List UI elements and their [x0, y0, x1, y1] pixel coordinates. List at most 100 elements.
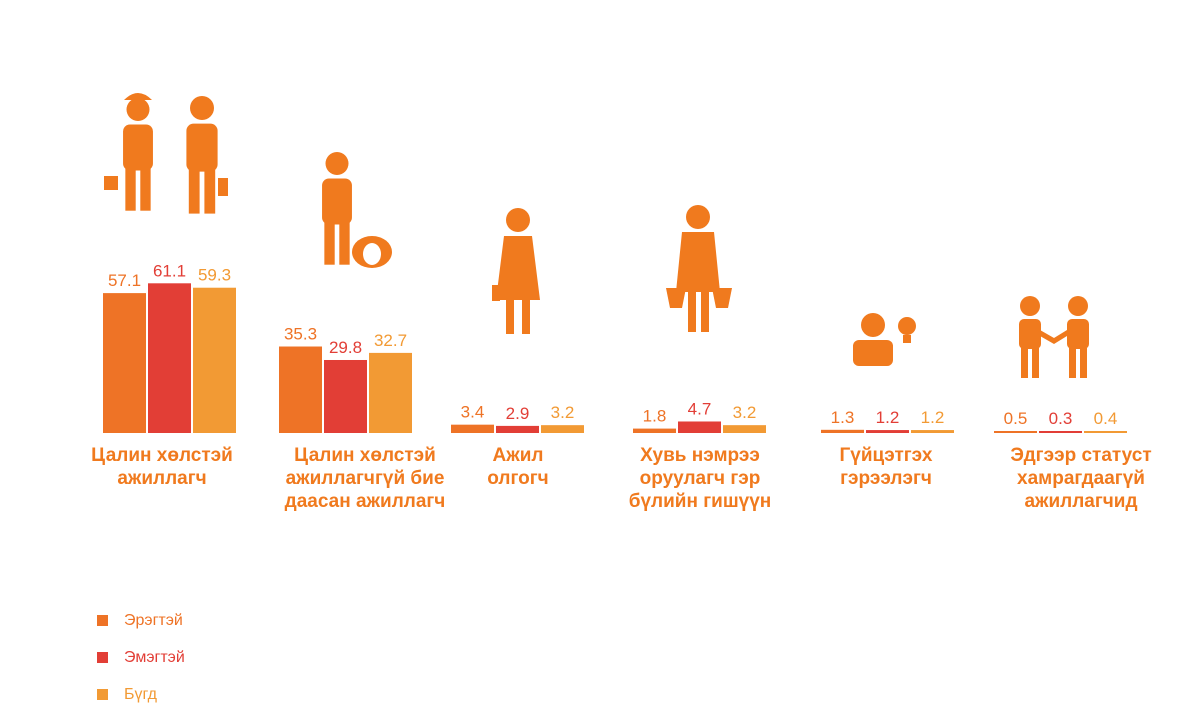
data-label: 57.1 [108, 271, 141, 290]
person-leg [506, 300, 514, 334]
category-label: Ажил [493, 445, 544, 466]
bar-group: 0.5 0.3 0.4 Эдгээр статустхамрагдаагүйажилл… [994, 409, 1152, 512]
employer-woman-icon [492, 208, 540, 334]
bar [451, 424, 494, 433]
person-leg [188, 168, 200, 214]
bar [279, 346, 322, 433]
workers-icon [104, 93, 228, 214]
data-label: 3.2 [551, 403, 575, 422]
data-label: 61.1 [153, 261, 186, 280]
icon-layer [104, 93, 1089, 378]
worker-figure [123, 98, 153, 211]
data-label: 0.4 [1094, 409, 1118, 428]
bar [541, 425, 584, 433]
person-leg [1080, 348, 1087, 378]
data-label: 1.2 [921, 408, 945, 427]
data-label: 32.7 [374, 331, 407, 350]
category-label: Гүйцэтгэх [840, 445, 933, 466]
bar [633, 428, 676, 433]
herder-with-sheep-icon [322, 152, 392, 268]
person-leg [140, 167, 151, 211]
person-body [1019, 319, 1041, 349]
legend-swatch-women [97, 652, 108, 663]
bucket-shape [666, 288, 686, 308]
data-label: 3.2 [733, 403, 757, 422]
legend-item-women: Эмэгтэй [97, 639, 185, 676]
bucket-shape [712, 288, 732, 308]
contractor-with-lightbulb-icon [853, 313, 916, 366]
legend-swatch-men [97, 615, 108, 626]
legend-label-men: Эрэгтэй [124, 611, 183, 629]
category-label: олгогч [487, 468, 548, 489]
handshake-shape [1040, 330, 1067, 344]
category-label: ажиллагчгүй бие [286, 468, 445, 489]
person-head [126, 98, 150, 121]
legend-swatch-total [97, 689, 108, 700]
person-leg [125, 167, 136, 211]
toolbox-shape [104, 176, 118, 190]
data-label: 4.7 [688, 399, 712, 418]
bar [678, 421, 721, 433]
handshake-icon [1019, 296, 1089, 378]
legend-label-women: Эмэгтэй [124, 648, 185, 666]
family-worker-with-buckets-icon [666, 205, 732, 332]
category-label: ажиллагчид [1024, 491, 1137, 512]
category-label: даасан ажиллагч [285, 491, 446, 512]
person-head [1068, 296, 1088, 316]
category-label: Цалин хөлстэй [294, 445, 436, 466]
category-label: Хувь нэмрээ [640, 445, 760, 466]
person-head [1020, 296, 1040, 316]
data-label: 3.4 [461, 403, 485, 422]
briefcase-shape [218, 178, 228, 196]
hardhat-shape [124, 93, 152, 100]
data-label: 0.3 [1049, 409, 1073, 428]
data-label: 0.5 [1004, 409, 1028, 428]
person-body [1067, 319, 1089, 349]
category-label: хамрагдаагүй [1017, 468, 1145, 489]
person-body [853, 340, 893, 366]
category-label: оруулагч гэр [640, 468, 761, 489]
handbag-shape [492, 285, 500, 301]
bar [911, 430, 954, 433]
person-head [190, 96, 214, 120]
data-label: 1.8 [643, 407, 667, 426]
category-label: Эдгээр статуст [1010, 445, 1151, 466]
businessman-figure [186, 96, 218, 214]
data-label: 59.3 [198, 266, 231, 285]
person-leg [1069, 348, 1076, 378]
person-leg [204, 168, 216, 214]
person-leg [339, 221, 350, 265]
data-label: 29.8 [329, 338, 362, 357]
bar [1039, 431, 1082, 433]
person-leg [324, 221, 335, 265]
bar [1084, 431, 1127, 433]
sheep-face [363, 243, 381, 265]
bar [994, 431, 1037, 433]
bar [866, 430, 909, 433]
person-body [676, 232, 720, 292]
bar [821, 429, 864, 433]
bar [324, 359, 367, 433]
person-leg [522, 300, 530, 334]
category-label: гэрээлэгч [840, 468, 932, 489]
person-leg [688, 292, 696, 332]
person-body [186, 123, 218, 172]
category-label: ажиллагч [117, 468, 206, 489]
person-leg [1021, 348, 1028, 378]
person-leg [1032, 348, 1039, 378]
data-label: 2.9 [506, 404, 530, 423]
bar [193, 287, 236, 433]
legend-label-total: Бүгд [124, 685, 157, 703]
bar [723, 425, 766, 433]
bar [496, 425, 539, 433]
dress-shape [496, 236, 540, 300]
legend: Эрэгтэй Эмэгтэй Бүгд [97, 602, 185, 713]
legend-item-total: Бүгд [97, 676, 185, 713]
